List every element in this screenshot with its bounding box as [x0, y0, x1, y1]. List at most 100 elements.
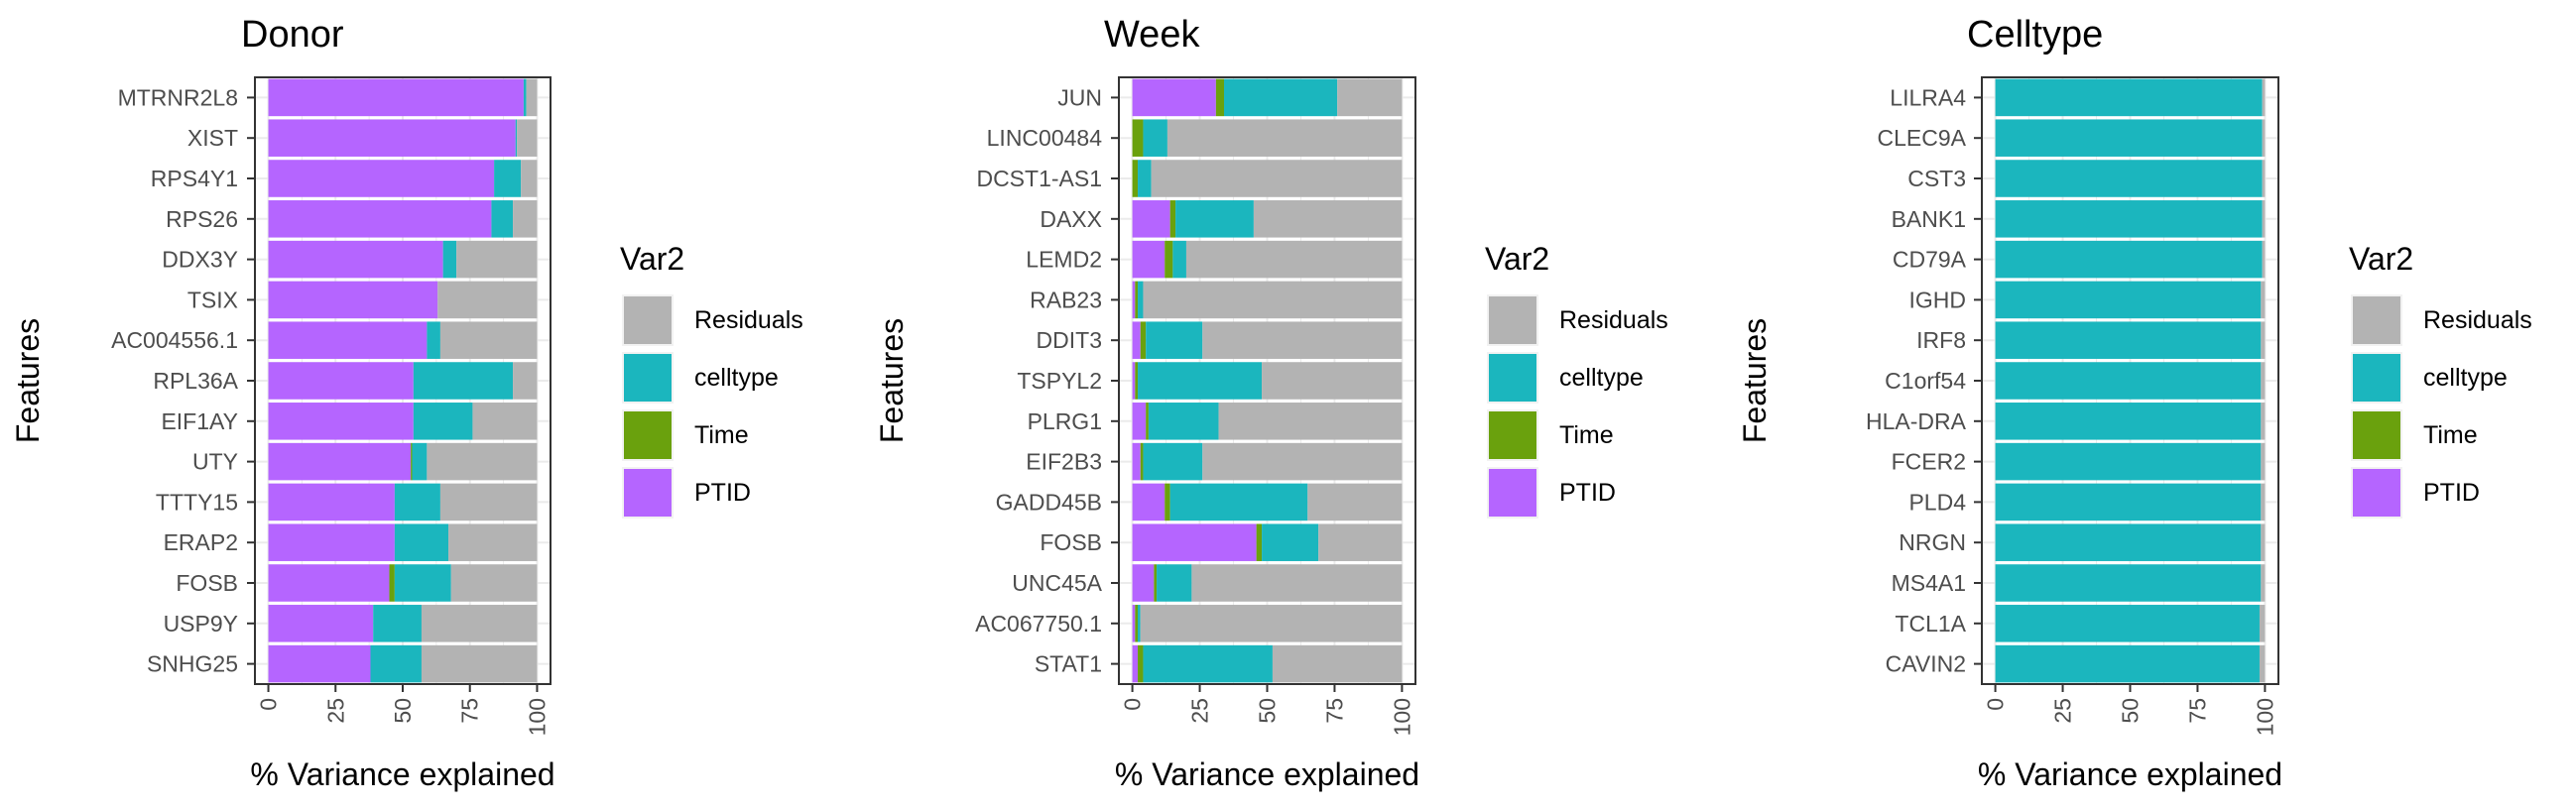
y-tick-label: RPS26	[166, 206, 238, 232]
y-tick-label: UTY	[192, 449, 238, 475]
bar-residuals-linc00484	[1166, 119, 1403, 157]
chart-title: Celltype	[1967, 14, 2103, 56]
bar-residuals-daxx	[1253, 200, 1403, 238]
bar-celltype-rpl36a	[413, 362, 514, 400]
bar-ptid-rpl36a	[268, 362, 414, 400]
legend-swatch-ptid	[624, 469, 672, 517]
bar-residuals-fosb	[1318, 523, 1403, 561]
y-tick-label: DAXX	[1040, 206, 1102, 232]
y-tick-label: MTRNR2L8	[118, 84, 238, 110]
bar-ptid-lemd2	[1132, 240, 1165, 279]
bar-ptid-unc45a	[1132, 564, 1155, 602]
bar-celltype-fcer2	[1995, 442, 2262, 481]
bar-ptid-jun	[1132, 78, 1216, 117]
x-tick-label: 25	[2050, 698, 2076, 724]
x-axis-title: % Variance explained	[1115, 756, 1419, 792]
bar-residuals-nrgn	[2261, 523, 2266, 561]
bar-celltype-pld4	[1995, 483, 2262, 521]
bar-celltype-tcl1a	[1995, 605, 2260, 642]
bar-celltype-fosb	[1262, 523, 1319, 561]
bar-time-fosb	[389, 564, 395, 602]
bar-time-lemd2	[1165, 240, 1173, 279]
legend-title: Var2	[1485, 241, 1549, 277]
bar-ptid-ddit3	[1132, 321, 1141, 359]
bar-residuals-ddx3y	[456, 240, 538, 279]
bar-time-rab23	[1135, 281, 1139, 319]
y-tick-label: DDX3Y	[162, 247, 238, 273]
y-tick-label: NRGN	[1899, 529, 1966, 555]
y-tick-label: RPS4Y1	[151, 166, 238, 191]
bar-time-ddit3	[1140, 321, 1147, 359]
y-tick-label: FOSB	[176, 570, 238, 596]
bar-ptid-snhg25	[268, 644, 371, 683]
y-tick-label: STAT1	[1035, 651, 1102, 677]
bar-ptid-plrg1	[1132, 403, 1147, 440]
bar-ptid-ac067750.1	[1132, 605, 1136, 642]
bar-celltype-ms4a1	[1995, 564, 2262, 602]
bar-time-tspyl2	[1135, 362, 1139, 400]
bar-celltype-nrgn	[1995, 523, 2262, 561]
bar-celltype-erap2	[394, 523, 449, 561]
bar-residuals-pld4	[2261, 483, 2266, 521]
bar-celltype-ttty15	[394, 483, 440, 521]
x-tick-label: 75	[457, 698, 483, 724]
y-tick-label: RAB23	[1030, 287, 1102, 312]
bar-time-unc45a	[1154, 564, 1158, 602]
y-tick-label: CD79A	[1893, 247, 1967, 273]
bar-ptid-tsix	[268, 281, 438, 319]
bar-celltype-cavin2	[1995, 644, 2260, 683]
bar-celltype-lilra4	[1995, 78, 2263, 117]
legend-swatch-celltype	[1489, 354, 1536, 402]
bar-celltype-c1orf54	[1995, 362, 2262, 400]
legend-label-time: Time	[2423, 421, 2478, 449]
bar-residuals-uty	[427, 442, 538, 481]
bar-residuals-cavin2	[2259, 644, 2266, 683]
bar-residuals-hla-dra	[2261, 403, 2266, 440]
bar-celltype-eif1ay	[413, 403, 473, 440]
bar-time-plrg1	[1146, 403, 1149, 440]
bar-celltype-rab23	[1138, 281, 1144, 319]
bar-residuals-eif1ay	[472, 403, 538, 440]
bar-time-eif2b3	[1140, 442, 1144, 481]
bar-residuals-ac067750.1	[1140, 605, 1403, 642]
bar-residuals-tcl1a	[2259, 605, 2266, 642]
bar-residuals-rab23	[1143, 281, 1403, 319]
bar-residuals-usp9y	[421, 605, 538, 642]
bar-celltype-eif2b3	[1143, 442, 1203, 481]
y-tick-label: HLA-DRA	[1866, 408, 1967, 434]
x-tick-label: 100	[1389, 698, 1414, 736]
bar-residuals-plrg1	[1218, 403, 1403, 440]
bar-celltype-rps26	[491, 200, 514, 238]
legend-swatch-ptid	[1489, 469, 1536, 517]
bar-residuals-tsix	[437, 281, 538, 319]
bar-residuals-fcer2	[2261, 442, 2266, 481]
bar-celltype-plrg1	[1148, 403, 1219, 440]
bar-residuals-c1orf54	[2261, 362, 2266, 400]
chart-panel-celltype: LILRA4 CLEC9A CST3 BANK1 CD79A IGHD IRF8 C1orf5…	[1737, 14, 2532, 792]
bar-celltype-irf8	[1995, 321, 2262, 359]
chart-panel-donor: MTRNR2L8 XIST RPS4Y1 RPS26 DDX3Y TSIX AC004556…	[10, 14, 803, 792]
bar-ptid-usp9y	[268, 605, 374, 642]
bar-residuals-rpl36a	[513, 362, 538, 400]
legend-swatch-ptid	[2353, 469, 2400, 517]
y-tick-label: AC067750.1	[975, 611, 1102, 636]
bar-celltype-jun	[1224, 78, 1338, 117]
bar-celltype-usp9y	[373, 605, 422, 642]
bar-time-stat1	[1138, 644, 1144, 683]
bar-residuals-irf8	[2261, 321, 2266, 359]
bar-time-dcst1-as1	[1132, 160, 1139, 197]
y-tick-label: TSIX	[187, 287, 238, 312]
bar-residuals-stat1	[1272, 644, 1403, 683]
x-tick-label: 0	[256, 698, 282, 711]
bar-celltype-cd79a	[1995, 240, 2263, 279]
y-tick-label: DCST1-AS1	[976, 166, 1102, 191]
legend-label-ptid: PTID	[694, 479, 751, 507]
y-tick-label: EIF1AY	[161, 408, 238, 434]
legend-swatch-time	[1489, 411, 1536, 459]
x-tick-label: 75	[1321, 698, 1347, 724]
bar-residuals-ddit3	[1202, 321, 1403, 359]
bar-residuals-mtrnr2l8	[526, 78, 538, 117]
legend-title: Var2	[2349, 241, 2413, 277]
bar-residuals-rps4y1	[521, 160, 538, 197]
chart-panel-week: JUN LINC00484 DCST1-AS1 DAXX LEMD2 RAB23 DDIT3…	[874, 14, 1668, 792]
